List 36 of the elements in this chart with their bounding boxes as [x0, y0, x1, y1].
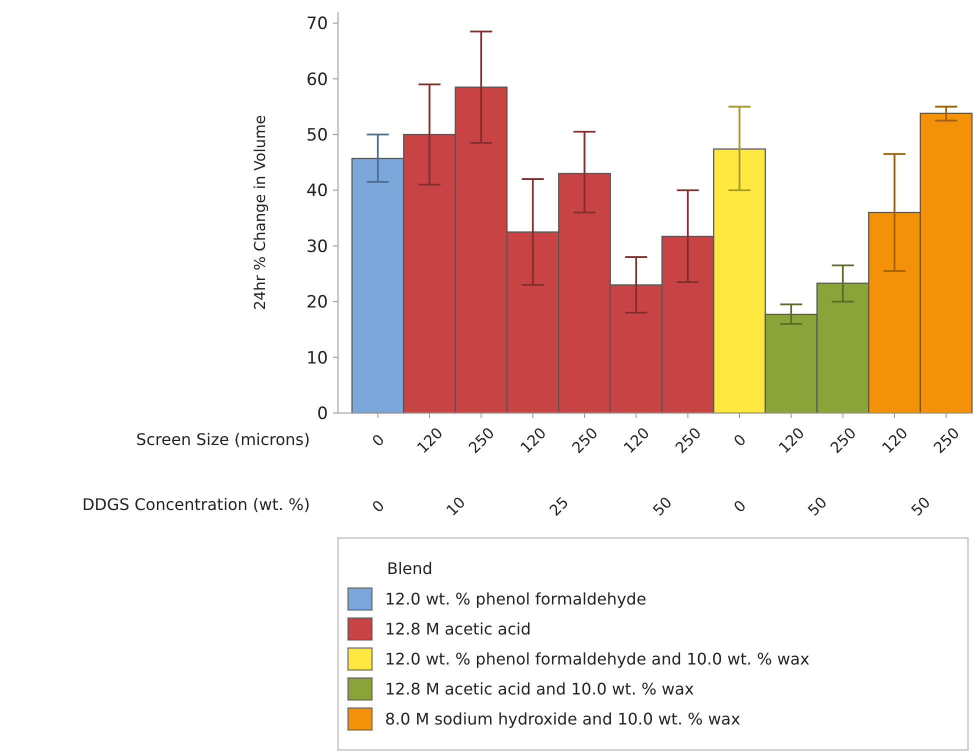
- text: 50: [804, 493, 831, 520]
- y-axis-title: 24hr % Change in Volume: [251, 115, 269, 310]
- text: 0: [368, 496, 388, 516]
- x-tick-label: 0: [368, 430, 388, 450]
- x-tick-label: 120: [620, 424, 654, 457]
- y-tick-label: 60: [306, 70, 328, 90]
- text: DDGS Concentration (wt. %): [82, 495, 310, 514]
- y-tick-label: 40: [306, 181, 328, 202]
- x-tick-label: 120: [516, 424, 550, 457]
- legend-label: 12.8 M acetic acid and 10.0 wt. % wax: [385, 680, 694, 699]
- legend-label: 12.0 wt. % phenol formaldehyde and 10.0 wt. % wax: [385, 650, 810, 669]
- legend-label: 12.0 wt. % phenol formaldehyde: [385, 590, 646, 609]
- text: 50: [649, 493, 676, 520]
- x-tick-label: 0: [730, 430, 750, 450]
- y-tick-label: 10: [306, 348, 328, 368]
- legend-title: Blend: [387, 559, 433, 578]
- y-tick-label: 50: [306, 125, 328, 146]
- x-tick-label: 250: [568, 424, 602, 457]
- y-tick-label: 20: [306, 292, 328, 313]
- x-tick-label: 250: [465, 424, 498, 457]
- y-tick-label: 0: [317, 404, 328, 424]
- text: 25: [546, 493, 572, 520]
- x-tick-label: 120: [878, 424, 912, 457]
- x-tick-label: 250: [672, 424, 705, 457]
- y-tick-label: 30: [306, 236, 328, 257]
- x-tick-label: 120: [775, 424, 808, 457]
- text: 50: [908, 493, 934, 520]
- y-tick-label: 70: [306, 14, 328, 34]
- x-tick-label: 250: [930, 424, 964, 457]
- text: 10: [442, 493, 469, 520]
- x-tick-label: 250: [826, 424, 860, 457]
- x-tick-label: 120: [413, 424, 446, 457]
- text: 0: [730, 496, 750, 516]
- legend-label: 12.8 M acetic acid: [385, 620, 531, 639]
- legend-label: 8.0 M sodium hydroxide and 10.0 wt. % wax: [385, 710, 740, 729]
- x-axis-title: Screen Size (microns): [136, 430, 310, 449]
